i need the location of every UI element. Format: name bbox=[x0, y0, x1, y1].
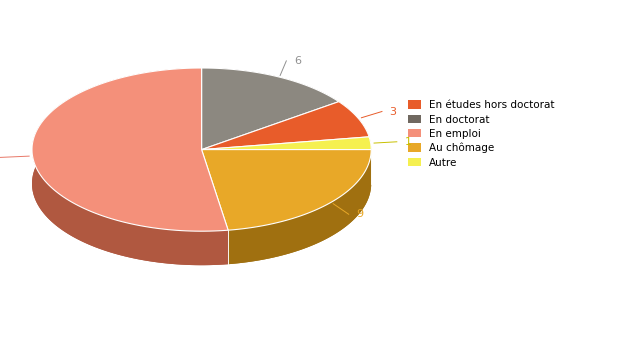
Polygon shape bbox=[202, 184, 371, 264]
Text: 1: 1 bbox=[404, 137, 412, 147]
Polygon shape bbox=[202, 68, 339, 136]
Polygon shape bbox=[32, 102, 228, 265]
Polygon shape bbox=[369, 137, 371, 184]
Polygon shape bbox=[202, 68, 339, 150]
Legend: En études hors doctorat, En doctorat, En emploi, Au chômage, Autre: En études hors doctorat, En doctorat, En… bbox=[408, 100, 555, 168]
Polygon shape bbox=[202, 102, 339, 184]
Text: 9: 9 bbox=[356, 209, 364, 219]
Polygon shape bbox=[32, 68, 228, 231]
Text: 3: 3 bbox=[390, 106, 397, 117]
Polygon shape bbox=[202, 171, 371, 184]
Polygon shape bbox=[202, 102, 369, 150]
Polygon shape bbox=[228, 150, 371, 264]
Polygon shape bbox=[32, 68, 228, 265]
Polygon shape bbox=[202, 136, 369, 184]
Polygon shape bbox=[202, 150, 371, 230]
Text: 6: 6 bbox=[294, 56, 301, 66]
Polygon shape bbox=[202, 137, 371, 150]
Polygon shape bbox=[339, 102, 369, 171]
